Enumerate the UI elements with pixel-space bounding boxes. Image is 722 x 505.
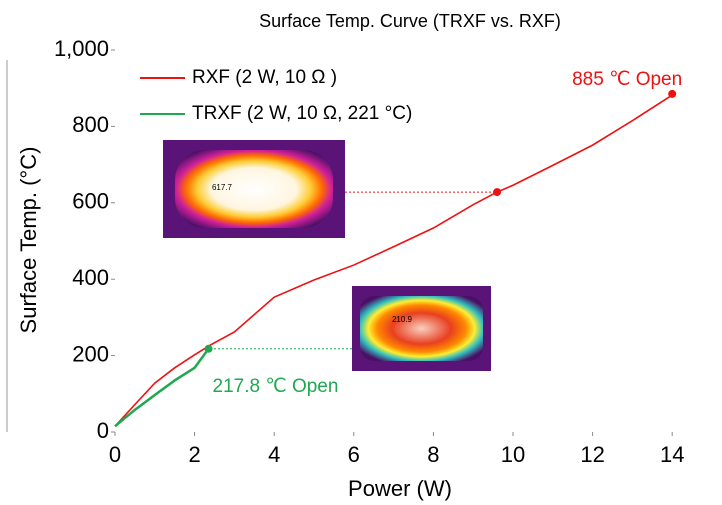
marker xyxy=(204,344,213,353)
x-tick-label: 12 xyxy=(580,442,604,467)
x-tick-label: 2 xyxy=(188,442,200,467)
x-tick-label: 6 xyxy=(348,442,360,467)
legend-label: RXF (2 W, 10 Ω ) xyxy=(192,67,337,88)
y-tick-label: 400 xyxy=(72,265,109,290)
marker xyxy=(668,89,677,98)
x-tick-label: 10 xyxy=(501,442,525,467)
y-tick-label: 800 xyxy=(72,112,109,137)
marker xyxy=(493,188,502,197)
inset-label: 210.9 xyxy=(392,315,413,324)
annotation: 217.8 ℃ Open xyxy=(213,376,339,397)
thermal-hotspot xyxy=(360,296,483,361)
y-tick-label: 600 xyxy=(72,189,109,214)
y-tick-label: 0 xyxy=(97,418,109,443)
y-tick-label: 200 xyxy=(72,341,109,366)
series-line xyxy=(114,348,210,428)
inset-rxf: 617.7 xyxy=(163,140,345,238)
x-tick-label: 0 xyxy=(109,442,121,467)
x-tick-label: 14 xyxy=(660,442,684,467)
chart-title: Surface Temp. Curve (TRXF vs. RXF) xyxy=(259,11,561,31)
y-tick-label: 1,000 xyxy=(54,36,109,61)
thermal-hotspot xyxy=(175,150,333,228)
annotation: 885 ℃ Open xyxy=(572,69,682,90)
legend-label: TRXF (2 W, 10 Ω, 221 °C) xyxy=(192,103,412,124)
inset-trxf: 210.9 xyxy=(352,286,491,371)
series-line xyxy=(114,94,673,427)
y-axis-label: Surface Temp. (°C) xyxy=(16,147,41,334)
x-axis-label: Power (W) xyxy=(348,476,452,501)
x-tick-label: 4 xyxy=(268,442,280,467)
x-tick-label: 8 xyxy=(427,442,439,467)
inset-label: 617.7 xyxy=(212,183,233,192)
